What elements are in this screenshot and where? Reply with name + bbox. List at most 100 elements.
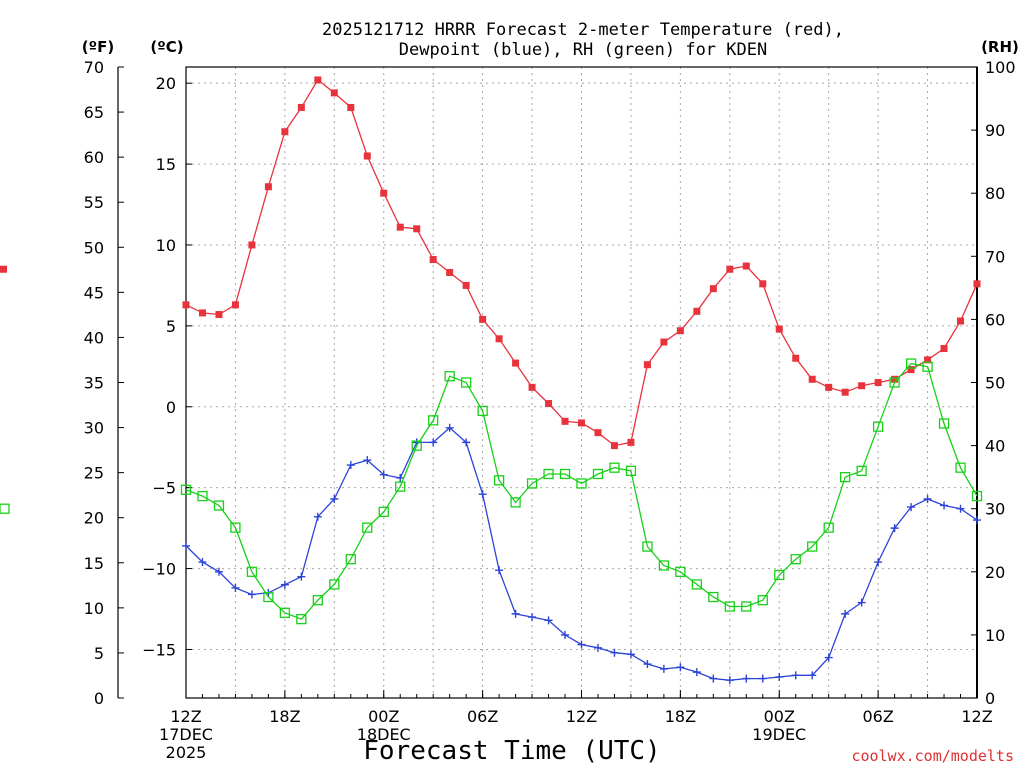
rh-point [477, 405, 488, 417]
x-tick-label-line: 12Z [566, 707, 597, 726]
rh-point [345, 554, 356, 565]
temperature-series [0, 76, 981, 450]
rh-point [395, 481, 406, 492]
temperature-point [561, 417, 569, 425]
temperature-point [429, 256, 437, 264]
dewpoint-point [478, 490, 487, 499]
temperature-point [545, 400, 553, 408]
temperature-point [627, 438, 635, 446]
rh-tick-label: 80 [985, 184, 1005, 203]
fahrenheit-unit-label: (ºF) [82, 38, 114, 56]
dewpoint-point [429, 438, 438, 447]
x-tick-label-line: 18Z [269, 707, 300, 726]
dewpoint-point [791, 671, 800, 680]
dewpoint-point [610, 648, 619, 657]
dewpoint-point [511, 609, 520, 618]
temperature-point [610, 442, 618, 450]
fahrenheit-tick-label: 30 [84, 419, 104, 438]
rh-point [246, 566, 258, 577]
dewpoint-point [808, 671, 817, 680]
dewpoint-point [676, 663, 685, 672]
x-tick-label: 00Z 18DEC [357, 707, 411, 744]
dewpoint-point [363, 456, 372, 465]
temperature-point [215, 311, 223, 319]
fahrenheit-tick-label: 0 [94, 689, 104, 708]
dewpoint-point [445, 423, 454, 432]
dewpoint-point [643, 660, 652, 669]
rh-point [757, 595, 768, 606]
fahrenheit-tick-label: 35 [84, 374, 104, 393]
fahrenheit-tick-label: 55 [84, 193, 104, 212]
dewpoint-point [280, 580, 289, 589]
rh-point [213, 500, 225, 511]
x-tick-label-line: 00Z [368, 707, 399, 726]
rh-point [378, 506, 389, 518]
dewpoint-point [247, 590, 256, 599]
celsius-tick-label: −15 [142, 640, 176, 659]
rh-point [510, 497, 521, 508]
temperature-point [940, 345, 948, 353]
x-tick-label: 18Z [665, 707, 696, 726]
rh-point [790, 554, 801, 565]
rh-tick-label: 30 [985, 500, 1005, 519]
x-tick-label: 06Z [467, 707, 498, 726]
x-tick-label-line: 06Z [862, 707, 893, 726]
dewpoint-point [330, 494, 339, 503]
x-tick-label: 06Z [862, 707, 893, 726]
rh-point [658, 560, 670, 571]
temperature-point [594, 429, 602, 437]
rh-series [0, 358, 983, 625]
fahrenheit-tick-label: 45 [84, 283, 104, 302]
x-axis-label: Forecast Time (UTC) [363, 736, 660, 766]
rh-point [576, 478, 587, 489]
temperature-point [264, 183, 272, 191]
rh-point [823, 522, 834, 533]
dewpoint-point [709, 674, 718, 683]
rh-point [971, 490, 983, 502]
temperature-point [792, 354, 800, 362]
rh-tick-label: 10 [985, 626, 1005, 645]
celsius-tick-label: 15 [156, 155, 176, 174]
rh-point [708, 591, 719, 603]
rh-point [526, 478, 538, 489]
rh-point [543, 468, 554, 480]
temperature-point [396, 223, 404, 231]
temperature-point [924, 356, 932, 364]
rh-point [609, 462, 620, 473]
rh-point [741, 601, 752, 612]
credit-text: coolwx.com/modelts [851, 747, 1014, 765]
rh-point [938, 418, 950, 429]
dewpoint-point [874, 558, 883, 567]
temperature-point [759, 280, 767, 288]
rh-point [263, 591, 274, 603]
dewpoint-point [841, 609, 850, 618]
x-tick-label-line: 12Z [170, 707, 201, 726]
dewpoint-point [313, 512, 322, 521]
rh-point [840, 471, 851, 483]
celsius-tick-label: 0 [166, 398, 176, 417]
dewpoint-point [824, 653, 833, 662]
rh-point [774, 569, 785, 581]
temperature-point [907, 366, 915, 374]
dewpoint-point [462, 438, 471, 447]
dewpoint-point [775, 672, 784, 681]
dewpoint-point [973, 516, 981, 525]
dewpoint-point [198, 558, 207, 567]
x-tick-label-line: 18Z [665, 707, 696, 726]
temperature-point [693, 307, 701, 315]
temperature-point [297, 103, 305, 111]
rh-point [675, 566, 686, 577]
dewpoint-point [956, 504, 965, 513]
dewpoint-point [725, 676, 734, 685]
temperature-point [858, 382, 866, 390]
rh-point [0, 503, 10, 514]
temperature-point [742, 262, 750, 270]
dewpoint-point [297, 572, 306, 581]
dewpoint-point [593, 643, 602, 652]
celsius-unit-label: (ºC) [150, 38, 183, 56]
fahrenheit-tick-label: 25 [84, 464, 104, 483]
rh-point [296, 613, 307, 625]
rh-tick-label: 50 [985, 374, 1005, 393]
celsius-tick-label: 20 [156, 74, 176, 93]
